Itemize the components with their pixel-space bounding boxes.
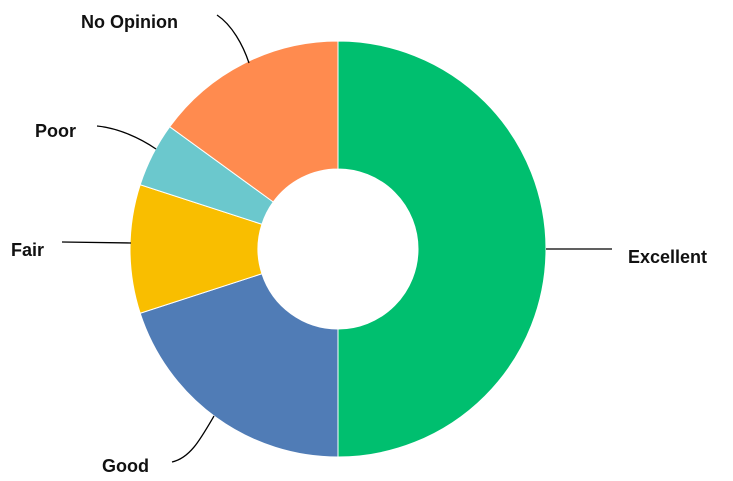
leader-line-fair [61, 241, 132, 244]
label-no-opinion: No Opinion [81, 12, 178, 32]
leader-line-good [171, 415, 215, 463]
leader-line-poor [96, 125, 157, 150]
leader-line-no-opinion [216, 14, 250, 64]
slice-no-opinion [169, 40, 339, 203]
leader-lines-group [61, 14, 612, 463]
slices-group [129, 40, 547, 458]
labels-group: Excellent Good Fair Poor No Opinion [11, 12, 707, 476]
label-fair: Fair [11, 240, 44, 260]
slice-excellent [337, 40, 547, 458]
slice-good [139, 273, 339, 458]
label-poor: Poor [35, 121, 76, 141]
label-good: Good [102, 456, 149, 476]
label-excellent: Excellent [628, 247, 707, 267]
